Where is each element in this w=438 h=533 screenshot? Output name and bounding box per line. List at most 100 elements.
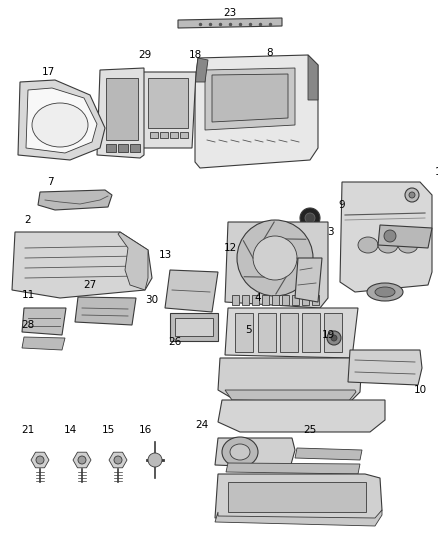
Text: 26: 26 [168, 337, 182, 347]
Bar [262, 295, 269, 305]
Bar [228, 482, 366, 512]
Text: 5: 5 [245, 325, 251, 335]
Polygon shape [118, 232, 148, 290]
Polygon shape [195, 55, 318, 168]
Ellipse shape [405, 188, 419, 202]
Text: 3: 3 [327, 227, 333, 237]
Polygon shape [340, 182, 432, 292]
Text: 17: 17 [41, 67, 55, 77]
Polygon shape [22, 337, 65, 350]
Ellipse shape [114, 456, 122, 464]
Text: 18: 18 [188, 50, 201, 60]
Ellipse shape [409, 192, 415, 198]
Text: 27: 27 [83, 280, 97, 290]
Ellipse shape [305, 213, 315, 223]
Bar [170, 132, 178, 138]
Bar [170, 313, 218, 341]
Bar [160, 132, 168, 138]
Polygon shape [148, 78, 188, 128]
Ellipse shape [32, 103, 88, 147]
Bar [106, 144, 116, 152]
Bar [282, 295, 289, 305]
Bar [292, 295, 299, 305]
Text: 2: 2 [25, 215, 31, 225]
Polygon shape [215, 474, 382, 522]
Ellipse shape [331, 335, 337, 341]
Bar [232, 295, 239, 305]
Polygon shape [218, 400, 385, 432]
Polygon shape [308, 55, 318, 100]
Text: 19: 19 [321, 330, 335, 340]
Polygon shape [215, 438, 295, 468]
Polygon shape [12, 232, 152, 298]
Text: 8: 8 [267, 48, 273, 58]
Polygon shape [31, 452, 49, 468]
Polygon shape [218, 358, 362, 402]
Polygon shape [226, 463, 360, 474]
Ellipse shape [148, 453, 162, 467]
Bar [175, 318, 213, 336]
Polygon shape [378, 225, 432, 248]
Polygon shape [225, 308, 358, 358]
Text: 4: 4 [254, 293, 261, 303]
Bar [150, 132, 158, 138]
Ellipse shape [36, 456, 44, 464]
Text: 1: 1 [434, 167, 438, 177]
Text: 21: 21 [21, 425, 35, 435]
Ellipse shape [222, 437, 258, 467]
Text: 11: 11 [21, 290, 35, 300]
Polygon shape [140, 72, 196, 148]
Bar [252, 295, 259, 305]
Polygon shape [295, 258, 322, 302]
Polygon shape [280, 313, 298, 352]
Bar [242, 295, 249, 305]
Text: 13: 13 [159, 250, 172, 260]
Ellipse shape [375, 287, 395, 297]
Polygon shape [73, 452, 91, 468]
Ellipse shape [300, 208, 320, 228]
Polygon shape [75, 297, 136, 325]
Ellipse shape [230, 444, 250, 460]
Ellipse shape [78, 456, 86, 464]
Polygon shape [212, 74, 288, 122]
Bar [130, 144, 140, 152]
Text: 28: 28 [21, 320, 35, 330]
Bar [272, 295, 279, 305]
Text: 29: 29 [138, 50, 152, 60]
Polygon shape [97, 68, 144, 158]
Polygon shape [26, 88, 97, 153]
Ellipse shape [253, 236, 297, 280]
Text: 30: 30 [145, 295, 159, 305]
Polygon shape [165, 270, 218, 312]
Polygon shape [302, 313, 320, 352]
Text: 24: 24 [195, 420, 208, 430]
Text: 14: 14 [64, 425, 77, 435]
Ellipse shape [384, 230, 396, 242]
Bar [118, 144, 128, 152]
Polygon shape [225, 390, 356, 402]
Text: 15: 15 [101, 425, 115, 435]
Polygon shape [348, 350, 422, 385]
Polygon shape [22, 308, 66, 335]
Polygon shape [295, 448, 362, 460]
Polygon shape [18, 80, 105, 160]
Polygon shape [109, 452, 127, 468]
Ellipse shape [327, 331, 341, 345]
Polygon shape [178, 18, 282, 28]
Ellipse shape [367, 283, 403, 301]
Ellipse shape [237, 220, 313, 296]
Text: 23: 23 [223, 8, 237, 18]
Text: 10: 10 [413, 385, 427, 395]
Polygon shape [195, 58, 208, 82]
Polygon shape [106, 78, 138, 140]
Polygon shape [205, 68, 295, 130]
Text: 12: 12 [223, 243, 237, 253]
Text: 25: 25 [304, 425, 317, 435]
Polygon shape [324, 313, 342, 352]
Polygon shape [38, 190, 112, 210]
Text: 7: 7 [47, 177, 53, 187]
Ellipse shape [378, 237, 398, 253]
Ellipse shape [358, 237, 378, 253]
Polygon shape [235, 313, 253, 352]
Text: 16: 16 [138, 425, 152, 435]
